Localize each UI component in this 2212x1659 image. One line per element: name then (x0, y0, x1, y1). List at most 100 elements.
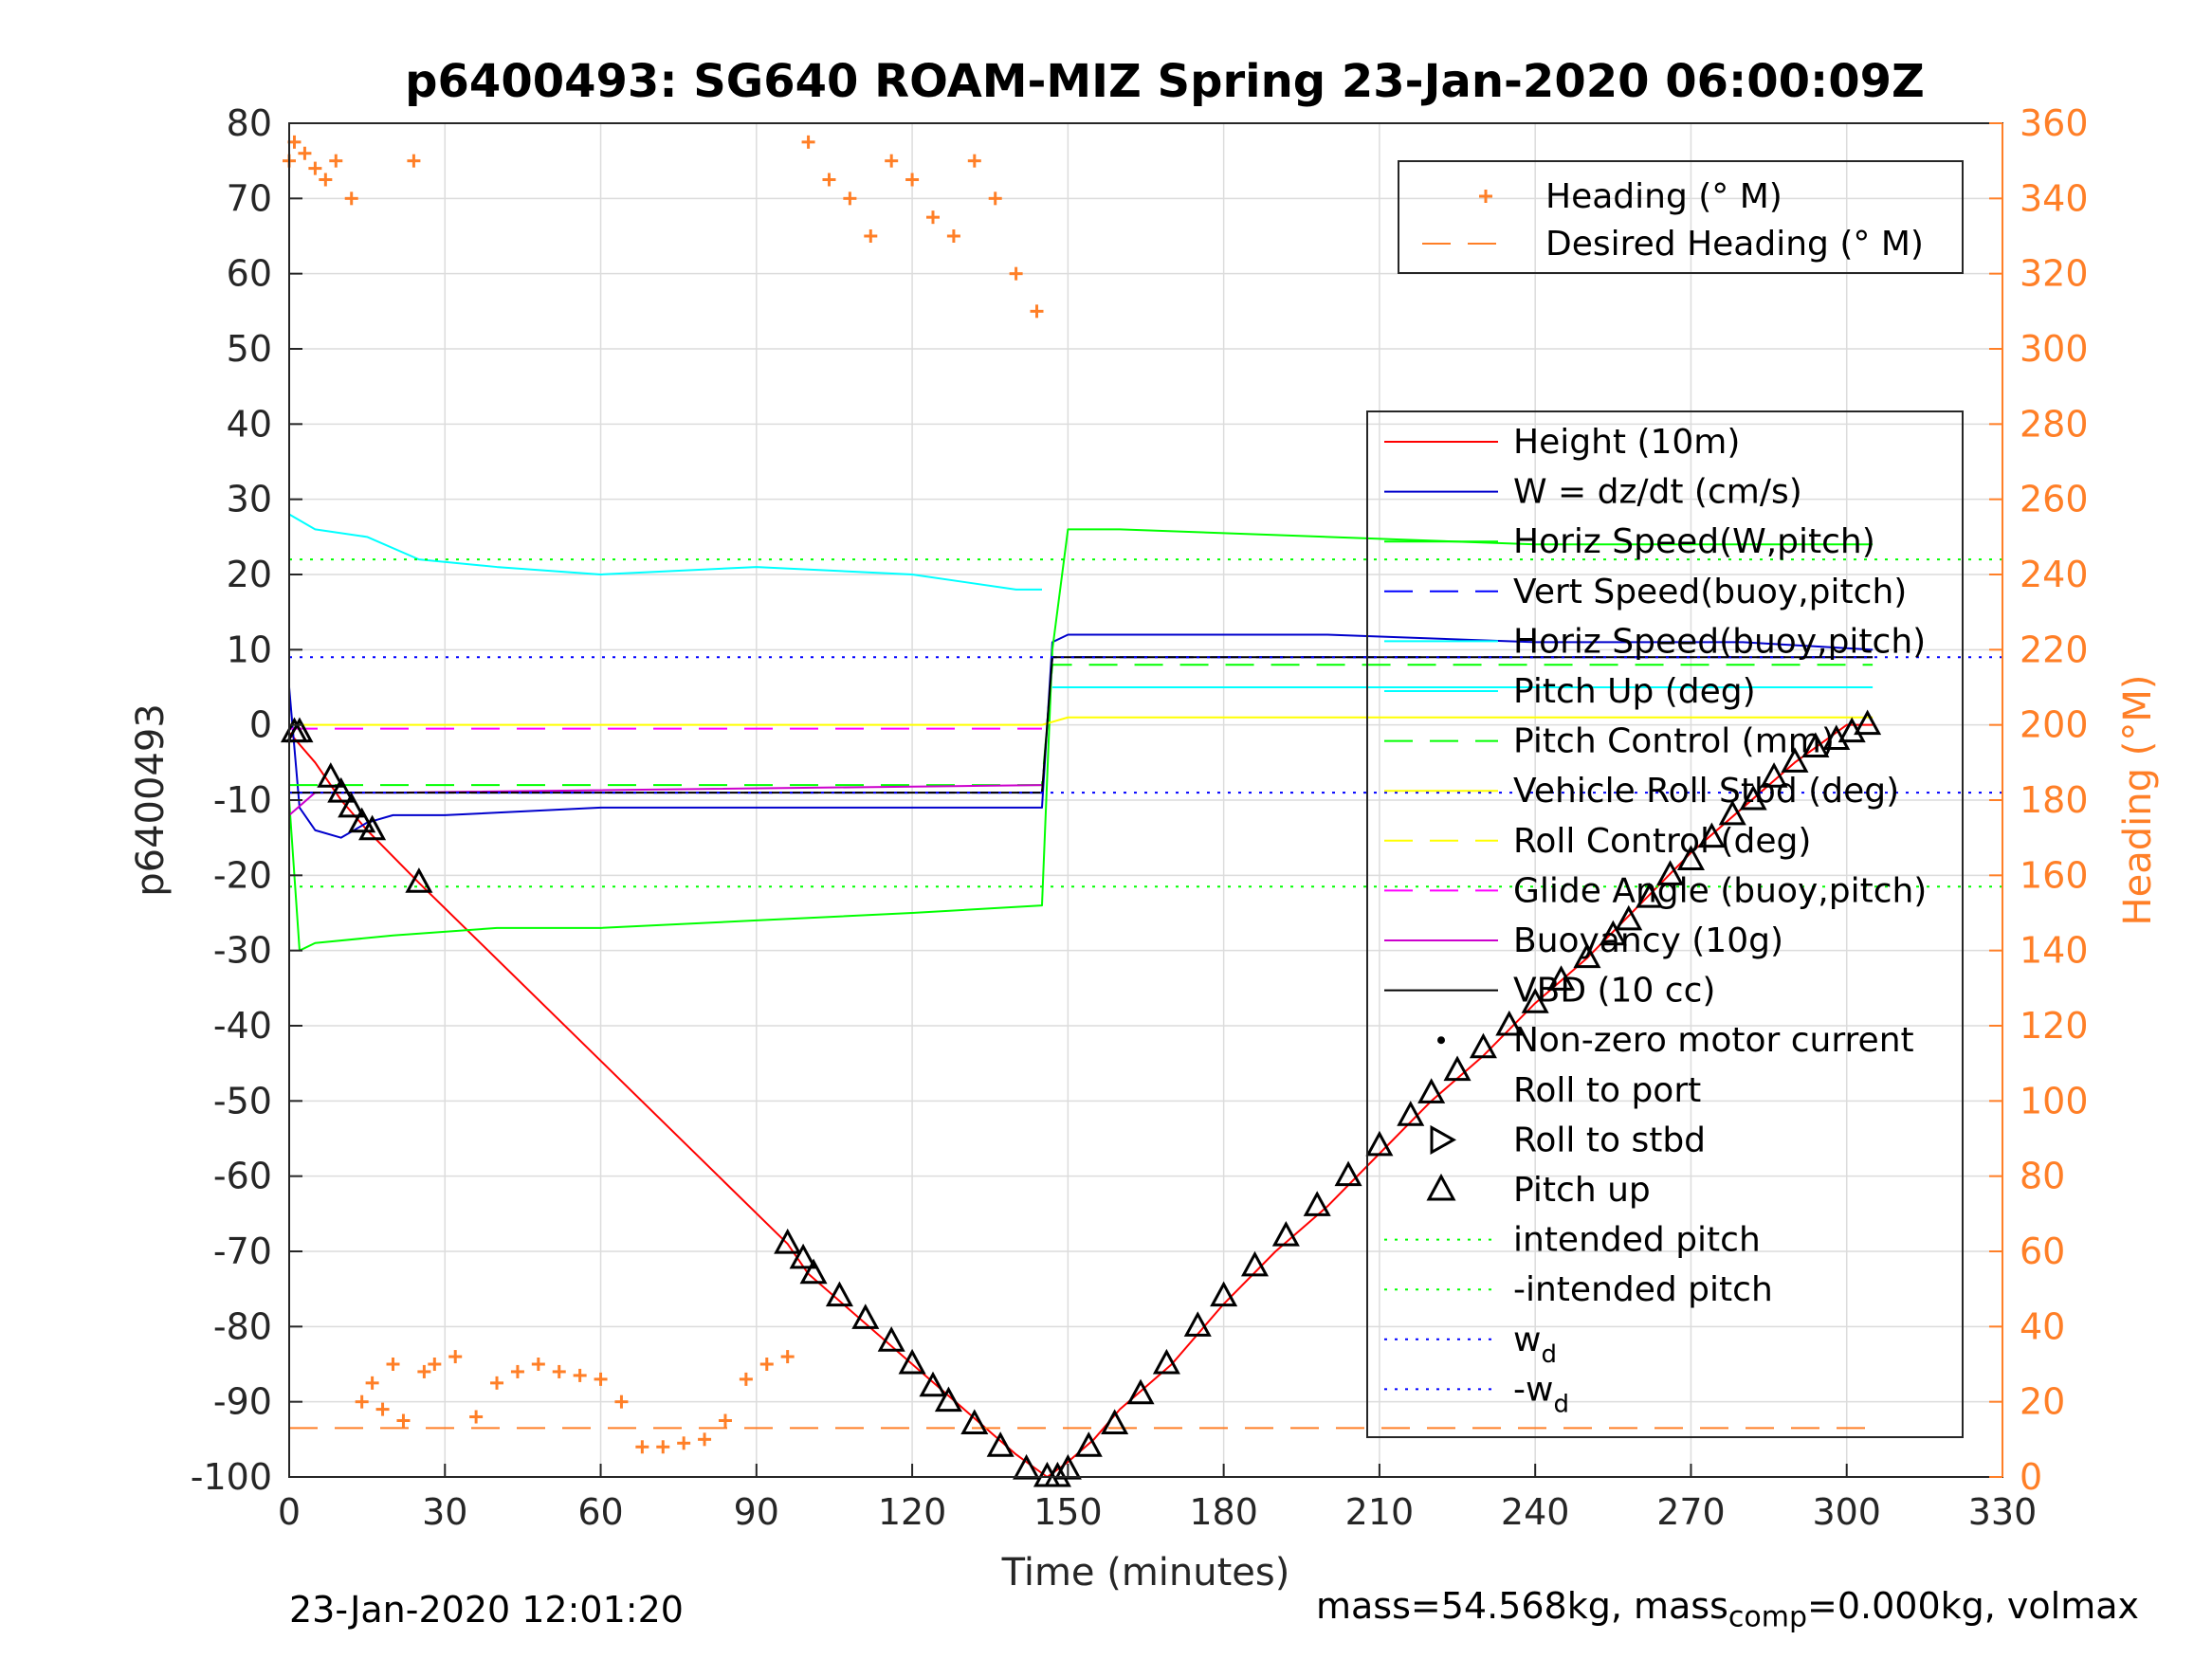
y-axis-label: p6400493 (129, 703, 173, 897)
pitch-up-marker (1801, 732, 1830, 757)
pitch-up-marker (1636, 883, 1664, 908)
x-tick-label: 210 (1345, 1491, 1415, 1533)
heading-marker (298, 146, 312, 160)
heading-marker (407, 154, 421, 168)
x-tick-label: 0 (278, 1491, 301, 1533)
footer-mass-text: mass=54.568kg, mass (1316, 1585, 1728, 1627)
pitch-up-marker (1469, 1032, 1497, 1059)
y2-tick-label: 20 (2020, 1381, 2065, 1423)
legend-roll-stbd-swatch (1430, 1124, 1457, 1155)
pitch-up-marker (774, 1228, 802, 1254)
pitch-up-marker (1074, 1431, 1103, 1457)
pitch-up-marker (1303, 1191, 1331, 1216)
pitch-up-marker (348, 807, 376, 833)
heading-marker (552, 1364, 566, 1378)
pitch-up-marker (960, 1409, 989, 1434)
pitch-up-marker (1417, 1078, 1446, 1103)
x-tick-label: 240 (1501, 1491, 1570, 1533)
x-tick-label: 30 (422, 1491, 467, 1533)
legend-entry-label: VBD (10 cc) (1513, 972, 1715, 1011)
legend-entry-label: -intended pitch (1513, 1270, 1773, 1309)
heading-marker (386, 1358, 400, 1371)
series-w-dz-dt-cm-s (288, 633, 1874, 839)
y2-tick-label: 260 (2020, 479, 2089, 520)
footer-mass: mass=54.568kg, masscomp=0.000kg, volmax (1316, 1585, 2139, 1634)
y2-tick-label: 300 (2020, 328, 2089, 370)
legend-entry-label: -wd (1513, 1370, 1569, 1418)
pitch-up-marker (1573, 942, 1601, 969)
heading-marker (319, 173, 333, 187)
pitch-up-marker (1760, 762, 1788, 788)
heading-marker (718, 1413, 732, 1428)
heading-marker (428, 1358, 442, 1371)
heading-marker (448, 1350, 463, 1364)
footer-date: 23-Jan-2020 12:01:20 (289, 1589, 684, 1631)
y2-tick-label: 0 (2020, 1456, 2042, 1498)
heading-marker (355, 1395, 369, 1409)
pitch-up-marker (1126, 1378, 1155, 1405)
pitch-up-marker (1053, 1453, 1082, 1480)
y-tick-label: -40 (213, 1005, 272, 1047)
heading-marker (594, 1372, 608, 1386)
y-tick-label: -10 (213, 779, 272, 821)
pitch-up-marker (1101, 1409, 1129, 1434)
heading-marker (635, 1440, 649, 1454)
x-tick-label: 90 (734, 1491, 779, 1533)
legend-entry-label: Pitch up (1513, 1171, 1651, 1210)
heading-marker (510, 1364, 524, 1378)
pitch-up-marker (1210, 1281, 1238, 1307)
heading-marker (417, 1364, 431, 1378)
y2-tick-label: 200 (2020, 704, 2089, 746)
x-tick-label: 60 (577, 1491, 623, 1533)
pitch-up-marker (1240, 1250, 1270, 1277)
y-tick-label: -50 (213, 1080, 272, 1121)
pitch-up-marker (1615, 904, 1643, 931)
series-pitch-control-mm (289, 664, 1874, 787)
pitch-up-marker (1183, 1311, 1212, 1337)
pitch-up-marker (986, 1431, 1015, 1457)
grid (289, 123, 2002, 1477)
pitch-up-marker (1599, 920, 1627, 946)
pitch-up-marker (1043, 1461, 1071, 1487)
heading-marker (656, 1440, 670, 1454)
heading-marker (531, 1358, 545, 1371)
axis-ticks: 0 30 60 90 120 150 180 210 240 270 300 330-100-90-8… (191, 102, 2089, 1533)
y-tick-label: 70 (227, 177, 272, 219)
x-tick-label: 330 (1968, 1491, 2038, 1533)
pitch-up-marker (1837, 717, 1866, 743)
heading-marker (375, 1402, 390, 1416)
pitch-up-marker (338, 792, 366, 818)
heading-marker (822, 173, 836, 187)
heading-marker (469, 1410, 484, 1424)
heading-marker (308, 161, 322, 175)
legend-entry-label: Horiz Speed(W,pitch) (1513, 522, 1875, 561)
x-tick-label: 270 (1656, 1491, 1726, 1533)
pitch-up-marker (919, 1371, 947, 1397)
legend-entry-label: Pitch Control (mm) (1513, 722, 1835, 761)
y2-tick-label: 80 (2020, 1156, 2065, 1197)
heading-marker (925, 210, 940, 225)
y-tick-label: -70 (213, 1231, 272, 1272)
x-tick-label: 300 (1812, 1491, 1881, 1533)
heading-marker (344, 191, 358, 206)
y2-tick-label: 240 (2020, 554, 2089, 595)
y-tick-label: -60 (213, 1156, 272, 1197)
legend-entry-label: Roll Control (deg) (1513, 822, 1811, 861)
pitch-up-marker (1676, 845, 1705, 870)
legend-heading-entry: Heading (° M) (1545, 177, 1782, 216)
pitch-up-marker (285, 717, 314, 743)
pitch-up-marker (1854, 709, 1882, 736)
y2-tick-label: 160 (2020, 854, 2089, 896)
y-tick-label: 40 (227, 403, 272, 445)
legend-entry-label: Height (10m) (1513, 423, 1740, 462)
pitch-up-marker (358, 814, 387, 841)
y-tick-label: 30 (227, 479, 272, 520)
pitch-up-marker (1013, 1453, 1041, 1480)
heading-marker (885, 154, 899, 168)
legend-heading-box (1398, 160, 1964, 274)
x-tick-label: 180 (1189, 1491, 1258, 1533)
y2-tick-label: 100 (2020, 1080, 2089, 1121)
legend-entry-label: Pitch Up (deg) (1513, 672, 1756, 711)
y-tick-label: -90 (213, 1381, 272, 1423)
